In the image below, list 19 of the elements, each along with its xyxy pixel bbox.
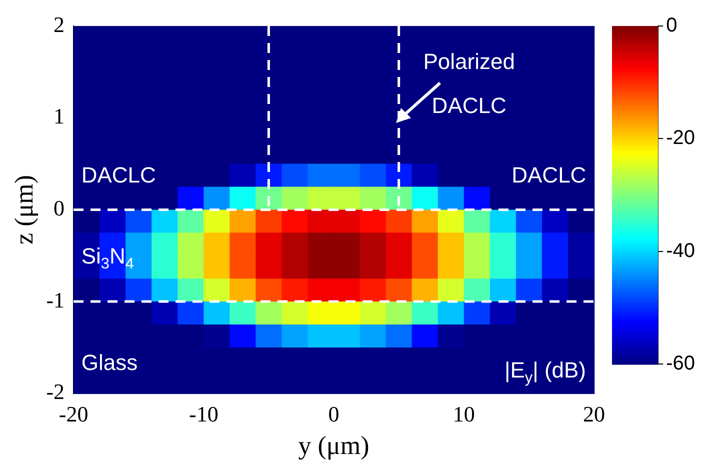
- color-bar-label: -20: [666, 127, 695, 150]
- color-bar-label: -40: [666, 240, 695, 262]
- color-bar-label: 0: [666, 14, 678, 37]
- y-tick-label: 1: [54, 104, 65, 129]
- x-tick-label: 0: [328, 401, 340, 426]
- annotation: DACLC: [512, 162, 586, 188]
- color-bar-label: -60: [666, 352, 695, 375]
- x-axis-title: y (μm): [298, 431, 370, 460]
- annotation: DACLC: [81, 162, 156, 188]
- x-tick-label: 20: [583, 401, 605, 426]
- y-tick-label: 0: [54, 195, 65, 220]
- annotation: Glass: [81, 350, 138, 376]
- x-tick-label: -10: [188, 401, 218, 426]
- annotation: DACLC: [432, 92, 506, 118]
- x-tick-label: 10: [452, 401, 475, 426]
- annotation: Polarized: [423, 48, 515, 74]
- y-tick-label: -1: [46, 287, 65, 312]
- y-axis-title: z (μm): [9, 174, 38, 244]
- y-tick-label: 2: [54, 12, 65, 37]
